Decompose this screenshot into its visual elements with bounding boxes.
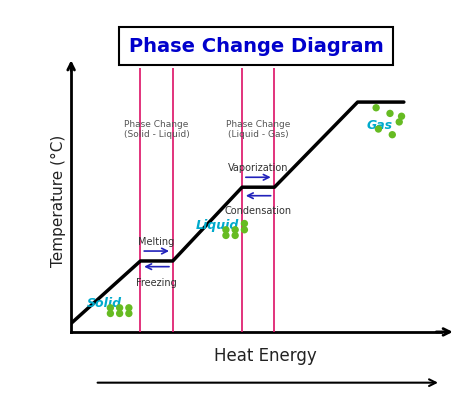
Point [231, 227, 239, 233]
Y-axis label: Temperature (°C): Temperature (°C) [51, 134, 65, 266]
Text: Solid: Solid [87, 296, 122, 309]
Point [373, 105, 380, 112]
Point [116, 305, 123, 311]
Point [125, 311, 133, 317]
Point [107, 305, 114, 311]
Point [222, 227, 230, 233]
Point [395, 119, 403, 126]
Text: Phase Change
(Liquid - Gas): Phase Change (Liquid - Gas) [226, 120, 291, 139]
Point [222, 232, 230, 239]
Point [116, 311, 123, 317]
Point [241, 227, 248, 233]
Point [125, 305, 133, 311]
Point [241, 221, 248, 227]
Text: Melting: Melting [138, 237, 175, 247]
Text: Vaporization: Vaporization [228, 163, 289, 173]
Text: Heat Energy: Heat Energy [214, 347, 317, 364]
Text: Condensation: Condensation [225, 205, 292, 215]
Title: Phase Change Diagram: Phase Change Diagram [128, 37, 383, 56]
Point [374, 126, 382, 133]
Point [107, 311, 114, 317]
Text: Freezing: Freezing [136, 277, 177, 287]
Point [398, 114, 405, 120]
Point [389, 132, 396, 139]
Text: Gas: Gas [367, 119, 393, 132]
Point [231, 232, 239, 239]
Point [386, 111, 394, 117]
Text: Phase Change
(Solid - Liquid): Phase Change (Solid - Liquid) [124, 120, 190, 139]
Text: Liquid: Liquid [196, 218, 239, 231]
